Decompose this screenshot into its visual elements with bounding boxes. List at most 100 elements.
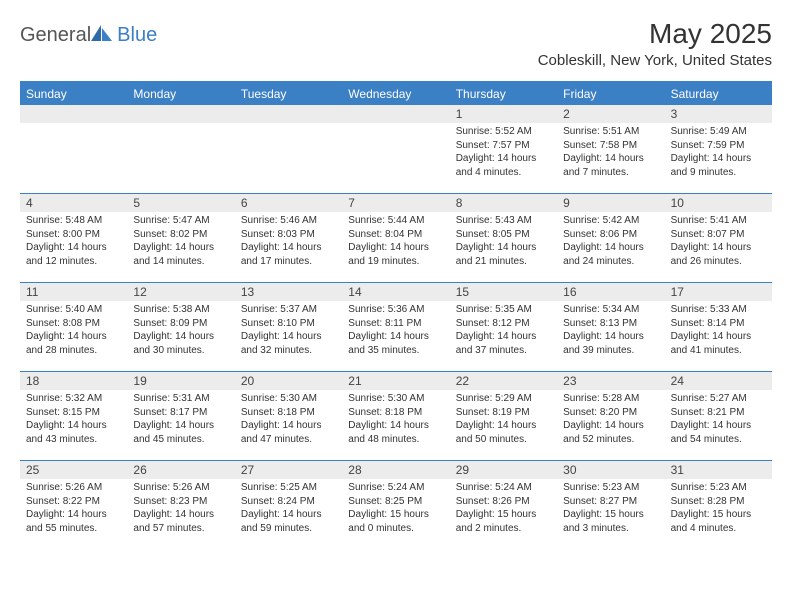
day-number-bar: 10 <box>665 194 772 212</box>
day-number-bar: 4 <box>20 194 127 212</box>
day-number-bar <box>20 105 127 123</box>
day-number: 17 <box>665 283 772 301</box>
day-body: Sunrise: 5:36 AMSunset: 8:11 PMDaylight:… <box>342 301 449 361</box>
sunset-text: Sunset: 8:02 PM <box>133 228 228 242</box>
day-cell: 20Sunrise: 5:30 AMSunset: 8:18 PMDayligh… <box>235 372 342 460</box>
day-number: 26 <box>127 461 234 479</box>
day-number-bar: 2 <box>557 105 664 123</box>
day-body: Sunrise: 5:52 AMSunset: 7:57 PMDaylight:… <box>450 123 557 183</box>
day-cell: 21Sunrise: 5:30 AMSunset: 8:18 PMDayligh… <box>342 372 449 460</box>
week-row: 18Sunrise: 5:32 AMSunset: 8:15 PMDayligh… <box>20 371 772 460</box>
day-number <box>342 105 449 109</box>
day-number: 16 <box>557 283 664 301</box>
sunset-text: Sunset: 8:07 PM <box>671 228 766 242</box>
day-number-bar: 29 <box>450 461 557 479</box>
day-cell: 30Sunrise: 5:23 AMSunset: 8:27 PMDayligh… <box>557 461 664 549</box>
sunrise-text: Sunrise: 5:49 AM <box>671 125 766 139</box>
day-number: 18 <box>20 372 127 390</box>
daylight-text: Daylight: 14 hours and 21 minutes. <box>456 241 551 268</box>
day-cell: 29Sunrise: 5:24 AMSunset: 8:26 PMDayligh… <box>450 461 557 549</box>
day-number-bar: 23 <box>557 372 664 390</box>
sunrise-text: Sunrise: 5:30 AM <box>348 392 443 406</box>
sunrise-text: Sunrise: 5:36 AM <box>348 303 443 317</box>
day-number-bar: 5 <box>127 194 234 212</box>
sunset-text: Sunset: 8:19 PM <box>456 406 551 420</box>
day-body: Sunrise: 5:29 AMSunset: 8:19 PMDaylight:… <box>450 390 557 450</box>
day-body: Sunrise: 5:24 AMSunset: 8:26 PMDaylight:… <box>450 479 557 539</box>
sunset-text: Sunset: 8:23 PM <box>133 495 228 509</box>
daylight-text: Daylight: 14 hours and 17 minutes. <box>241 241 336 268</box>
sunrise-text: Sunrise: 5:47 AM <box>133 214 228 228</box>
day-cell: 16Sunrise: 5:34 AMSunset: 8:13 PMDayligh… <box>557 283 664 371</box>
sunrise-text: Sunrise: 5:26 AM <box>26 481 121 495</box>
daylight-text: Daylight: 15 hours and 4 minutes. <box>671 508 766 535</box>
day-number-bar <box>127 105 234 123</box>
daylight-text: Daylight: 14 hours and 59 minutes. <box>241 508 336 535</box>
dow-monday: Monday <box>127 83 234 105</box>
dow-sunday: Sunday <box>20 83 127 105</box>
sail-icon <box>91 24 113 47</box>
daylight-text: Daylight: 14 hours and 48 minutes. <box>348 419 443 446</box>
day-body: Sunrise: 5:44 AMSunset: 8:04 PMDaylight:… <box>342 212 449 272</box>
day-cell: 31Sunrise: 5:23 AMSunset: 8:28 PMDayligh… <box>665 461 772 549</box>
day-body: Sunrise: 5:35 AMSunset: 8:12 PMDaylight:… <box>450 301 557 361</box>
sunrise-text: Sunrise: 5:44 AM <box>348 214 443 228</box>
dow-tuesday: Tuesday <box>235 83 342 105</box>
day-cell: 27Sunrise: 5:25 AMSunset: 8:24 PMDayligh… <box>235 461 342 549</box>
day-number: 1 <box>450 105 557 123</box>
day-cell <box>127 105 234 193</box>
day-body: Sunrise: 5:48 AMSunset: 8:00 PMDaylight:… <box>20 212 127 272</box>
day-number: 31 <box>665 461 772 479</box>
day-cell: 25Sunrise: 5:26 AMSunset: 8:22 PMDayligh… <box>20 461 127 549</box>
day-body: Sunrise: 5:23 AMSunset: 8:27 PMDaylight:… <box>557 479 664 539</box>
day-number <box>20 105 127 109</box>
sunset-text: Sunset: 8:04 PM <box>348 228 443 242</box>
day-cell: 18Sunrise: 5:32 AMSunset: 8:15 PMDayligh… <box>20 372 127 460</box>
day-number: 9 <box>557 194 664 212</box>
day-number-bar: 17 <box>665 283 772 301</box>
daylight-text: Daylight: 14 hours and 12 minutes. <box>26 241 121 268</box>
day-cell: 9Sunrise: 5:42 AMSunset: 8:06 PMDaylight… <box>557 194 664 282</box>
weeks-container: 1Sunrise: 5:52 AMSunset: 7:57 PMDaylight… <box>20 105 772 549</box>
day-body: Sunrise: 5:49 AMSunset: 7:59 PMDaylight:… <box>665 123 772 183</box>
day-number-bar: 28 <box>342 461 449 479</box>
day-number: 12 <box>127 283 234 301</box>
day-number-bar: 30 <box>557 461 664 479</box>
sunrise-text: Sunrise: 5:35 AM <box>456 303 551 317</box>
sunrise-text: Sunrise: 5:25 AM <box>241 481 336 495</box>
day-number: 6 <box>235 194 342 212</box>
dow-thursday: Thursday <box>450 83 557 105</box>
day-body: Sunrise: 5:47 AMSunset: 8:02 PMDaylight:… <box>127 212 234 272</box>
day-number-bar: 6 <box>235 194 342 212</box>
day-number: 2 <box>557 105 664 123</box>
day-number-bar: 26 <box>127 461 234 479</box>
daylight-text: Daylight: 15 hours and 3 minutes. <box>563 508 658 535</box>
day-number: 19 <box>127 372 234 390</box>
title-block: May 2025 Cobleskill, New York, United St… <box>538 18 772 69</box>
sunset-text: Sunset: 8:00 PM <box>26 228 121 242</box>
daylight-text: Daylight: 14 hours and 19 minutes. <box>348 241 443 268</box>
sunrise-text: Sunrise: 5:48 AM <box>26 214 121 228</box>
sunset-text: Sunset: 8:14 PM <box>671 317 766 331</box>
sunset-text: Sunset: 8:26 PM <box>456 495 551 509</box>
logo-text-blue: Blue <box>117 24 157 47</box>
daylight-text: Daylight: 14 hours and 52 minutes. <box>563 419 658 446</box>
week-row: 4Sunrise: 5:48 AMSunset: 8:00 PMDaylight… <box>20 193 772 282</box>
calendar-page: General Blue May 2025 Cobleskill, New Yo… <box>0 0 792 549</box>
day-number: 15 <box>450 283 557 301</box>
day-number-bar: 7 <box>342 194 449 212</box>
daylight-text: Daylight: 15 hours and 0 minutes. <box>348 508 443 535</box>
day-number-bar: 18 <box>20 372 127 390</box>
day-body: Sunrise: 5:42 AMSunset: 8:06 PMDaylight:… <box>557 212 664 272</box>
day-number-bar: 22 <box>450 372 557 390</box>
day-body: Sunrise: 5:24 AMSunset: 8:25 PMDaylight:… <box>342 479 449 539</box>
sunset-text: Sunset: 7:57 PM <box>456 139 551 153</box>
daylight-text: Daylight: 14 hours and 50 minutes. <box>456 419 551 446</box>
day-cell: 10Sunrise: 5:41 AMSunset: 8:07 PMDayligh… <box>665 194 772 282</box>
daylight-text: Daylight: 14 hours and 32 minutes. <box>241 330 336 357</box>
dow-saturday: Saturday <box>665 83 772 105</box>
daylight-text: Daylight: 14 hours and 39 minutes. <box>563 330 658 357</box>
sunrise-text: Sunrise: 5:41 AM <box>671 214 766 228</box>
sunrise-text: Sunrise: 5:51 AM <box>563 125 658 139</box>
sunrise-text: Sunrise: 5:30 AM <box>241 392 336 406</box>
